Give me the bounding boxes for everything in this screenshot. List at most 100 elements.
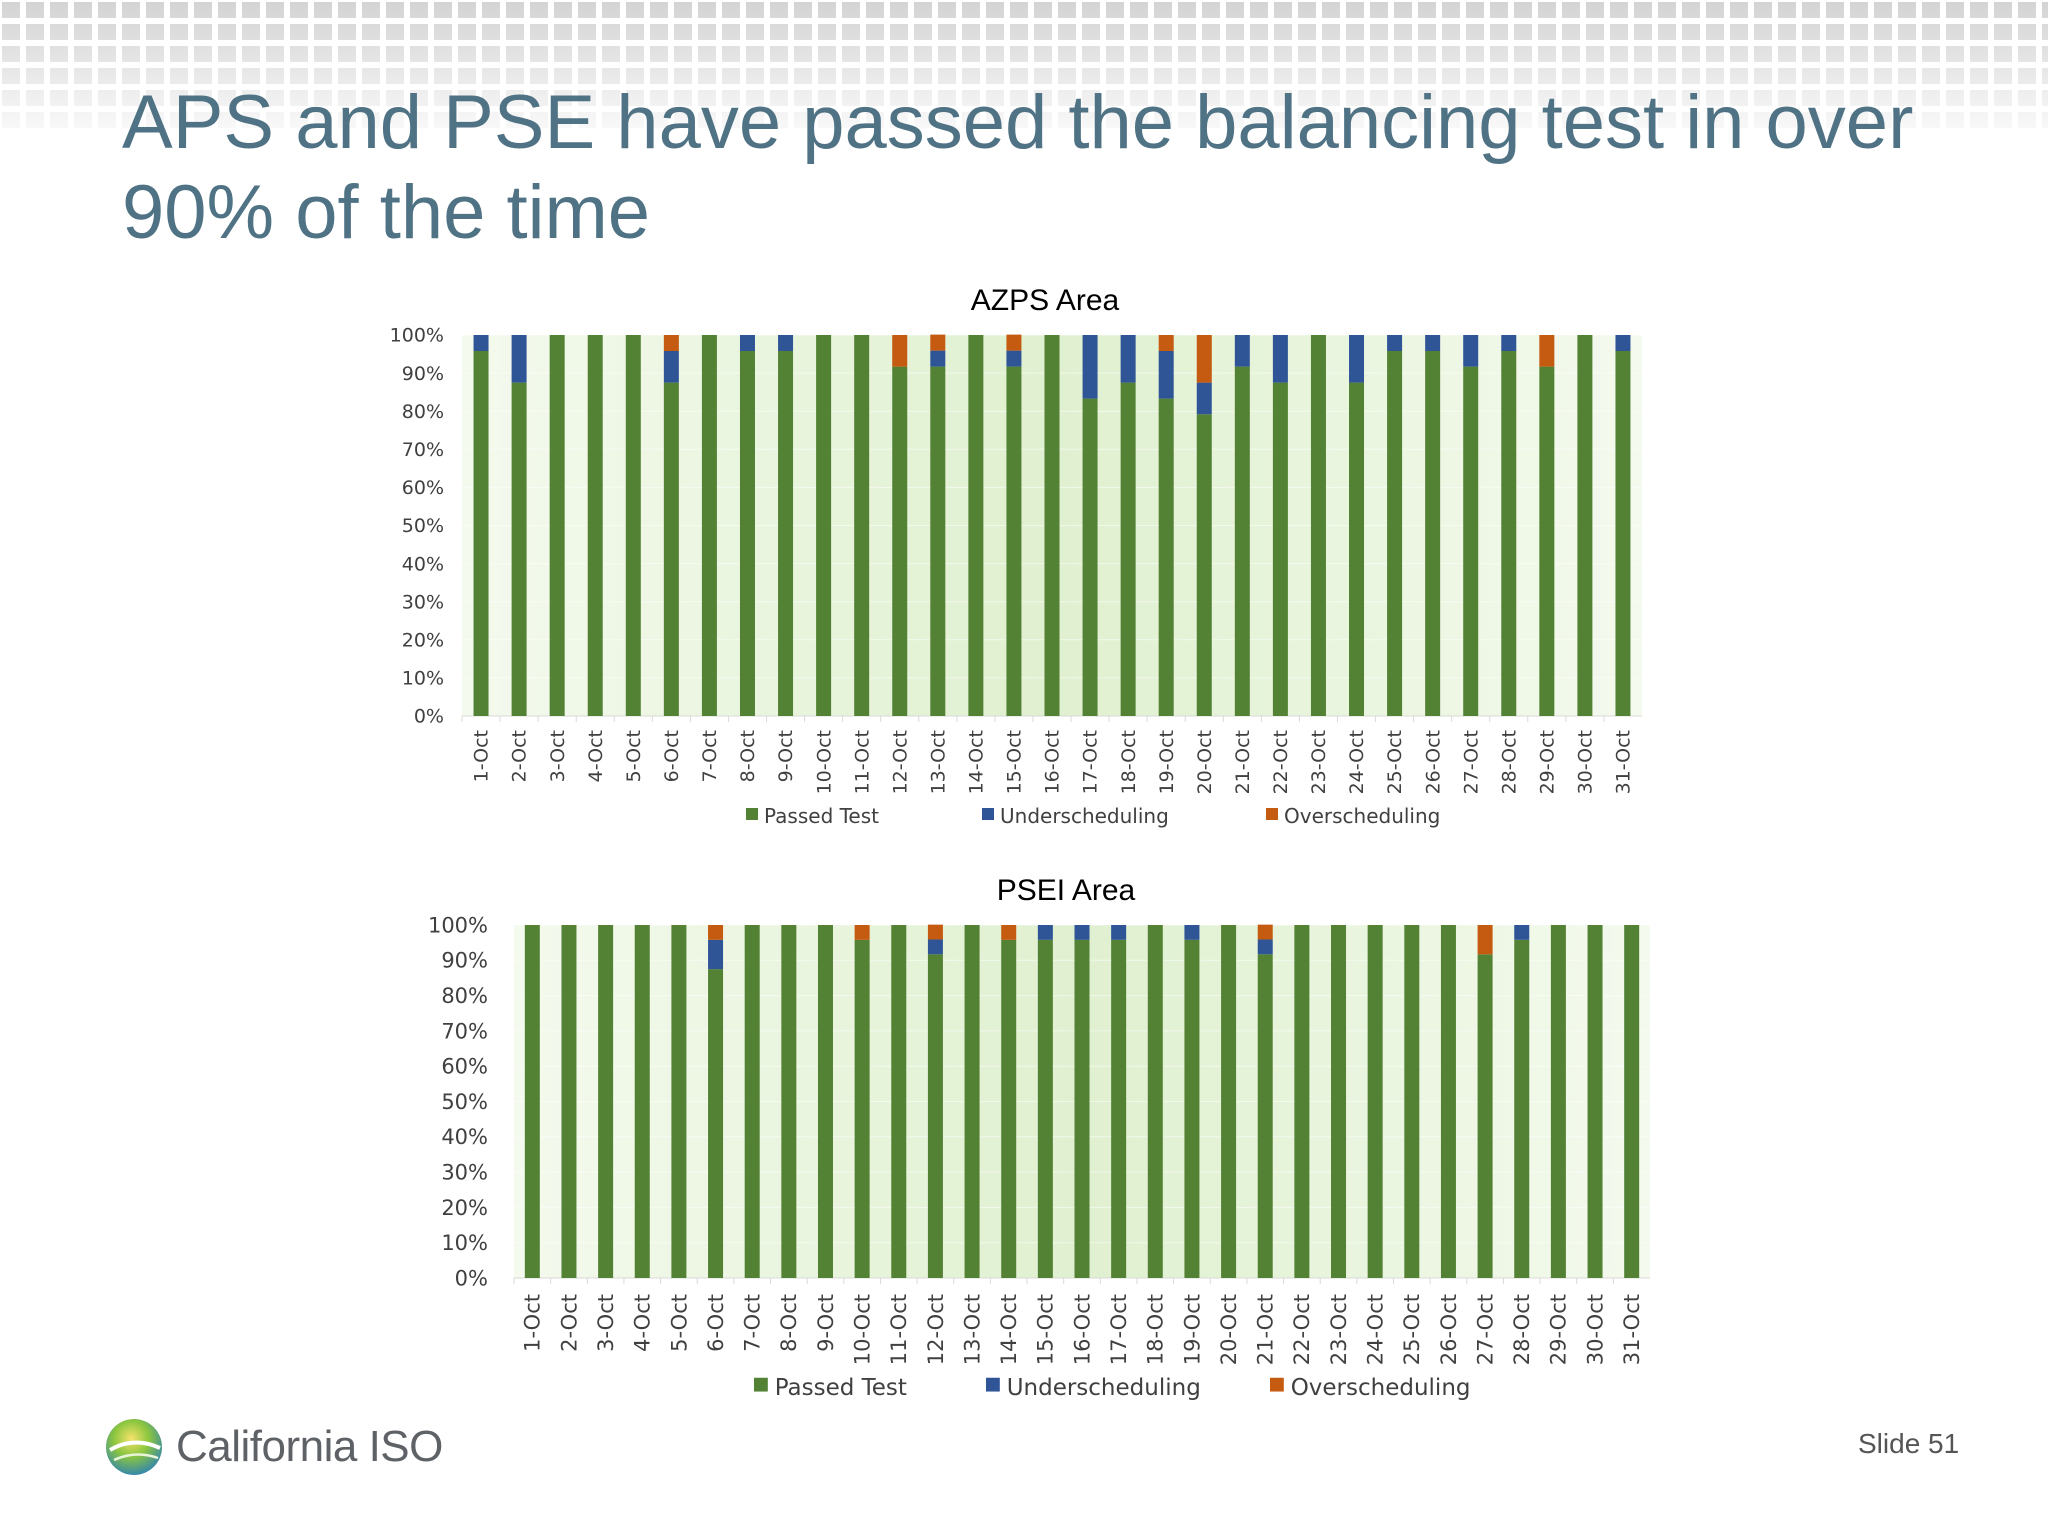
legend-swatch: [754, 1377, 768, 1392]
bar-segment: [1158, 351, 1174, 399]
bar-segment: [549, 335, 565, 716]
chart-title: PSEI Area: [997, 874, 1136, 907]
x-tick-label: 28-Oct: [1510, 1294, 1534, 1365]
y-tick-label: 0%: [414, 706, 444, 728]
bar-segment: [927, 939, 943, 955]
x-tick-label: 22-Oct: [1290, 1294, 1314, 1365]
y-tick-label: 80%: [402, 401, 444, 423]
bar-segment: [1120, 335, 1136, 383]
y-tick-label: 10%: [402, 668, 444, 690]
legend-swatch: [746, 808, 758, 820]
bar-segment: [1294, 925, 1310, 1278]
bar-segment: [892, 366, 908, 716]
x-tick-label: 12-Oct: [924, 1294, 948, 1365]
x-tick-label: 17-Oct: [1080, 730, 1102, 794]
bar-segment: [1044, 335, 1060, 716]
bar-segment: [1463, 366, 1479, 716]
bar-segment: [930, 334, 946, 351]
bar-segment: [1615, 351, 1631, 716]
bar-segment: [1257, 939, 1273, 955]
y-tick-label: 40%: [402, 553, 444, 575]
x-tick-label: 28-Oct: [1498, 730, 1520, 794]
bar-segment: [1196, 382, 1212, 415]
x-tick-label: 23-Oct: [1308, 730, 1330, 794]
x-tick-label: 2-Oct: [557, 1294, 581, 1352]
x-tick-label: 25-Oct: [1400, 1294, 1424, 1365]
bar-segment: [739, 351, 755, 716]
bar-segment: [511, 335, 527, 383]
bar-segment: [744, 925, 760, 1278]
x-tick-label: 11-Oct: [887, 1294, 911, 1365]
x-tick-label: 30-Oct: [1583, 1294, 1607, 1365]
legend-label: Underscheduling: [1007, 1375, 1201, 1401]
x-tick-label: 14-Oct: [997, 1294, 1021, 1365]
x-tick-label: 6-Oct: [661, 730, 683, 782]
bar-segment: [927, 924, 943, 940]
x-tick-label: 20-Oct: [1217, 1294, 1241, 1365]
bar-segment: [1082, 398, 1098, 716]
x-tick-label: 10-Oct: [813, 730, 835, 794]
bar-segment: [1349, 335, 1365, 383]
bar-segment: [1111, 925, 1127, 940]
y-tick-label: 100%: [428, 913, 488, 937]
legend-label: Passed Test: [775, 1375, 907, 1401]
bar-segment: [1184, 939, 1200, 1278]
x-tick-label: 5-Oct: [623, 730, 645, 782]
bar-segment: [930, 366, 946, 716]
bar-segment: [708, 939, 724, 970]
bar-segment: [1272, 335, 1288, 383]
y-tick-label: 60%: [441, 1055, 488, 1079]
y-tick-label: 50%: [441, 1090, 488, 1114]
bar-segment: [1001, 939, 1017, 1278]
bar-segment: [892, 335, 908, 367]
y-tick-label: 90%: [402, 363, 444, 385]
bar-segment: [1074, 939, 1090, 1278]
x-tick-label: 7-Oct: [741, 1294, 765, 1352]
bar-segment: [1037, 939, 1053, 1278]
x-tick-label: 15-Oct: [1004, 730, 1026, 794]
x-tick-label: 9-Oct: [775, 730, 797, 782]
bar-segment: [778, 335, 794, 352]
x-tick-label: 26-Oct: [1437, 1294, 1461, 1365]
bar-segment: [1234, 335, 1250, 367]
legend-swatch: [1270, 1377, 1284, 1392]
x-tick-label: 18-Oct: [1118, 730, 1140, 794]
y-tick-label: 30%: [441, 1160, 488, 1184]
bar-segment: [1082, 335, 1098, 399]
x-tick-label: 29-Oct: [1547, 1294, 1571, 1365]
x-tick-label: 25-Oct: [1384, 730, 1406, 794]
bar-segment: [1331, 925, 1347, 1278]
bar-segment: [1001, 925, 1017, 940]
legend-label: Passed Test: [764, 804, 879, 828]
bar-segment: [1221, 925, 1237, 1278]
x-tick-label: 30-Oct: [1575, 730, 1597, 794]
x-tick-label: 31-Oct: [1620, 1294, 1644, 1365]
bar-segment: [1006, 334, 1022, 351]
x-tick-label: 24-Oct: [1346, 730, 1368, 794]
bar-segment: [927, 954, 943, 1278]
bar-segment: [1404, 925, 1420, 1278]
x-tick-label: 20-Oct: [1194, 730, 1216, 794]
bar-segment: [1272, 382, 1288, 716]
bar-segment: [1257, 924, 1273, 940]
x-tick-label: 17-Oct: [1107, 1294, 1131, 1365]
x-tick-label: 9-Oct: [814, 1294, 838, 1352]
x-tick-label: 4-Oct: [631, 1294, 655, 1352]
california-iso-logo: [106, 1419, 162, 1475]
bar-segment: [1310, 335, 1326, 716]
bar-segment: [1501, 335, 1517, 352]
x-tick-label: 21-Oct: [1232, 730, 1254, 794]
bar-segment: [1074, 925, 1090, 940]
y-tick-label: 10%: [441, 1231, 488, 1255]
y-tick-label: 70%: [402, 439, 444, 461]
y-tick-label: 0%: [455, 1266, 488, 1290]
bar-segment: [778, 351, 794, 716]
x-tick-label: 7-Oct: [699, 730, 721, 782]
bar-segment: [1425, 351, 1441, 716]
x-tick-label: 1-Oct: [521, 1294, 545, 1352]
x-tick-label: 22-Oct: [1270, 730, 1292, 794]
y-tick-label: 70%: [441, 1019, 488, 1043]
x-tick-label: 19-Oct: [1156, 730, 1178, 794]
x-tick-label: 27-Oct: [1473, 1294, 1497, 1365]
bar-segment: [1006, 366, 1022, 716]
